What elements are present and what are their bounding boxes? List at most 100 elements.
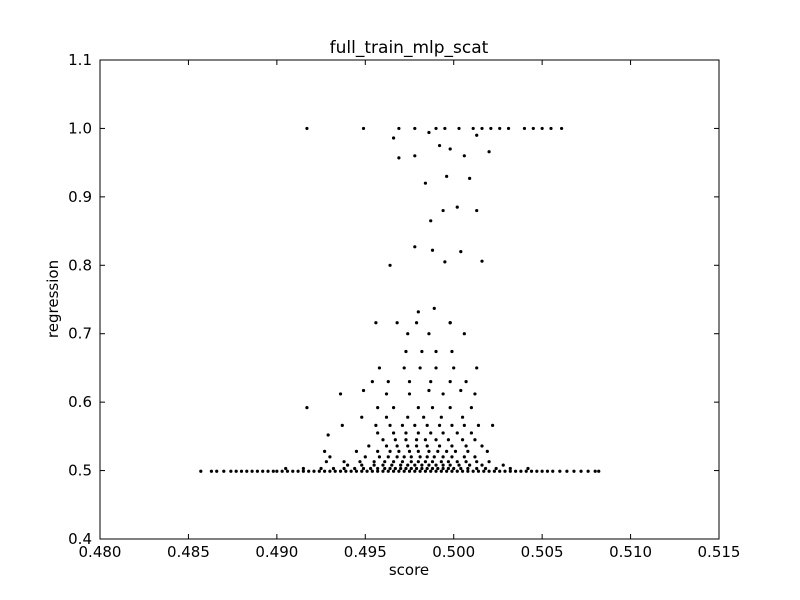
scatter-point [436,449,440,454]
scatter-point [376,406,380,410]
scatter-point [448,406,452,410]
scatter-point [372,460,376,464]
scatter-points [199,126,601,473]
scatter-point [234,469,238,473]
y-tick-label: 0.4 [68,530,92,548]
scatter-point [462,423,466,428]
x-tick-label: 0.495 [344,543,387,561]
scatter-point [363,455,367,459]
scatter-point [445,174,449,178]
scatter-point [368,466,373,471]
scatter-point [413,154,417,158]
scatter-point [519,469,523,473]
scatter-point [437,444,442,448]
scatter-point [391,460,396,464]
scatter-point [459,388,463,393]
scatter-point [430,460,435,464]
scatter-point [383,460,387,464]
scatter-point [402,469,406,473]
scatter-point [434,463,438,467]
scatter-point [407,449,412,454]
scatter-point [338,392,343,396]
scatter-point [464,380,468,384]
scatter-point [391,136,396,140]
scatter-point [360,463,364,467]
scatter-point [317,469,321,473]
y-tick-label: 1.0 [68,119,92,137]
scatter-point [437,143,442,148]
scatter-point [209,469,214,473]
scatter-point [420,463,424,467]
scatter-point [439,469,443,473]
scatter-point [391,469,396,473]
y-axis-ticks: 0.4 0.5 0.6 0.7 0.8 0.9 1.0 1.1 [68,51,719,548]
scatter-point [245,469,249,473]
scatter-point [402,455,406,459]
scatter-point [427,449,431,454]
x-tick-label: 0.485 [167,543,210,561]
scatter-point [427,388,431,393]
scatter-point [597,469,601,473]
scatter-point [376,466,380,471]
scatter-point [452,366,456,370]
scatter-point [475,366,479,370]
scatter-point [462,455,466,459]
scatter-point [388,263,392,267]
scatter-point [464,460,468,464]
scatter-point [291,469,295,473]
scatter-point [397,156,401,160]
scatter-point [407,469,412,473]
scatter-point [414,438,419,442]
scatter-point [459,250,463,254]
scatter-point [376,449,380,454]
scatter-point [437,423,442,428]
scatter-point [340,423,344,428]
scatter-point [427,130,431,135]
scatter-point [445,449,449,454]
scatter-point [222,469,226,473]
scatter-point [374,321,378,325]
scatter-point [593,469,597,473]
scatter-point [529,469,534,473]
scatter-point [418,366,422,370]
scatter-point [480,126,484,131]
scatter-point [404,466,408,471]
scatter-point [395,444,399,448]
scatter-point [441,208,445,213]
scatter-point [250,469,254,473]
scatter-point [565,469,569,473]
scatter-point [549,126,553,131]
scatter-point [338,469,343,473]
scatter-point [441,455,445,459]
y-tick-label: 0.9 [68,188,92,206]
scatter-point [535,469,539,473]
scatter-point [360,415,364,419]
scatter-point [434,438,438,442]
scatter-point [388,449,392,454]
scatter-point [439,460,443,464]
scatter-point [261,469,265,473]
scatter-point [399,463,403,467]
scatter-point [407,392,412,396]
scatter-point [434,366,438,370]
scatter-point [579,469,583,473]
scatter-point [524,469,528,473]
scatter-point [468,463,472,467]
y-tick-label: 0.7 [68,325,92,343]
scatter-point [346,463,350,467]
scatter-point [560,126,564,131]
scatter-point [425,444,429,448]
scatter-point [372,463,376,467]
scatter-point [473,455,477,459]
scatter-point [450,455,454,459]
scatter-point [436,466,440,471]
scatter-point [397,126,401,131]
scatter-point [413,463,417,467]
scatter-point [526,466,530,471]
scatter-point [508,466,512,471]
scatter-point [446,466,451,471]
scatter-point [460,469,465,473]
scatter-point [425,466,429,471]
scatter-point [430,406,435,410]
scatter-point [402,366,406,370]
